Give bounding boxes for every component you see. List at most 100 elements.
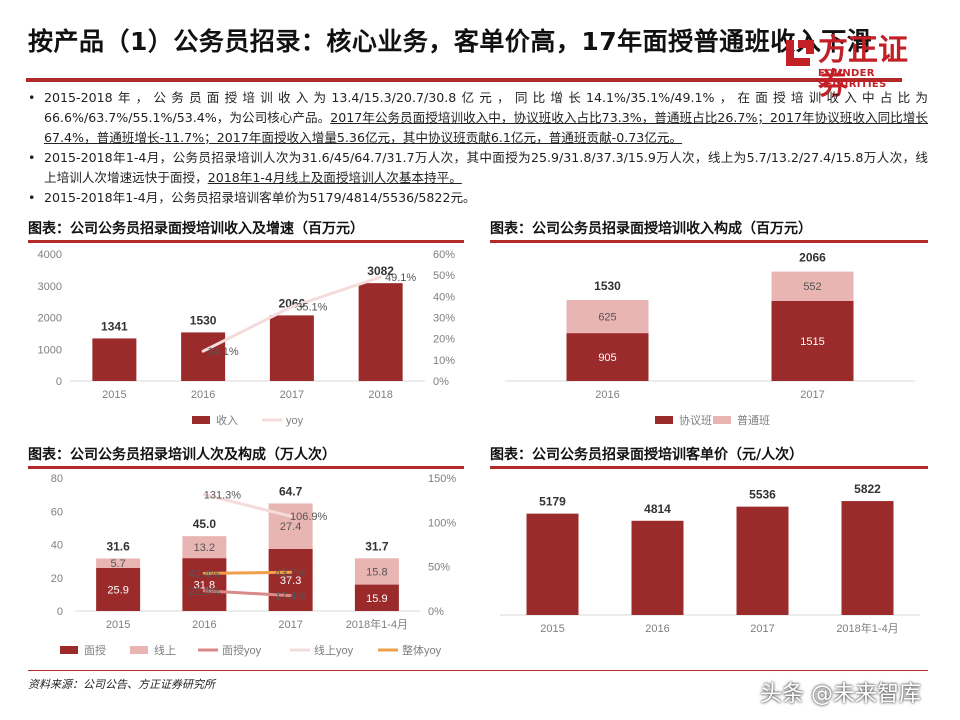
legend-offline-label: 面授 — [84, 643, 106, 657]
founder-logo-icon — [786, 40, 814, 66]
bar-value-label: 5179 — [539, 495, 566, 509]
segment-value-label: 5.7 — [110, 558, 125, 570]
bar-segment-online — [96, 558, 141, 568]
bar-revenue — [269, 315, 314, 381]
y-axis-tick: 60 — [51, 506, 63, 518]
bar-revenue — [358, 283, 403, 381]
bullet-text: 2015-2018年1-4月，公务员招录培训客单价为5179/4814/5536… — [44, 190, 476, 205]
segment-value-label: 37.3 — [280, 575, 301, 587]
y-axis-tick: 20 — [51, 573, 63, 585]
y-axis-tick: 0 — [57, 606, 63, 618]
bar-total-label: 1530 — [594, 279, 621, 293]
bar-segment-regular — [566, 300, 649, 334]
bar-total-label: 2066 — [799, 251, 826, 265]
line-yoy — [201, 275, 383, 353]
line-面授yoy — [202, 589, 293, 598]
bullet-item-trainees: 2015-2018年1-4月，公务员招录培训人次为31.6/45/64.7/31… — [28, 148, 928, 188]
legend-regular-label: 普通班 — [737, 413, 770, 427]
bar-revenue — [181, 332, 226, 381]
bar-segment-offline — [182, 558, 227, 611]
segment-value-label: 27.4 — [280, 521, 301, 533]
x-axis-tick: 2018 — [368, 389, 392, 401]
founder-logo: 方正证券 FOUNDER SECURITIES — [784, 30, 934, 102]
y2-axis-tick: 30% — [433, 313, 455, 325]
y2-axis-tick: 150% — [428, 473, 456, 485]
y2-axis-tick: 50% — [433, 270, 455, 282]
bar-segment-regular — [771, 271, 854, 301]
bar-segment-offline — [268, 548, 313, 611]
summary-bullets: 2015-2018年，公务员面授培训收入为13.4/15.3/20.7/30.8… — [28, 88, 928, 208]
source-note: 资料来源：公司公告、方正证券研究所 — [28, 678, 215, 691]
y-axis-tick: 4000 — [38, 249, 62, 261]
y-axis-tick: 0 — [56, 376, 62, 388]
y-axis-tick: 40 — [51, 540, 63, 552]
segment-value-label: 1515 — [800, 336, 824, 348]
y-axis-tick: 80 — [51, 473, 63, 485]
legend-online-label: 线上 — [154, 643, 176, 657]
panel-divider — [28, 240, 464, 243]
title-divider — [26, 78, 902, 82]
segment-value-label: 13.2 — [194, 542, 215, 554]
panel-divider — [490, 466, 928, 469]
y2-axis-tick: 10% — [433, 355, 455, 367]
line-value-label: 22.8% — [189, 586, 220, 598]
legend-yoy-label: yoy — [286, 415, 304, 427]
bar-total-label: 45.0 — [193, 517, 217, 531]
bar-value-label: 5822 — [854, 482, 881, 496]
bullet-item-revenue: 2015-2018年，公务员面授培训收入为13.4/15.3/20.7/30.8… — [28, 88, 928, 148]
bullet-underlined-text: 2018年1-4月线上及面授培训人次基本持平。 — [207, 170, 462, 185]
bar-value-label: 5536 — [749, 488, 776, 502]
segment-value-label: 15.9 — [366, 593, 387, 605]
y2-axis-tick: 60% — [433, 249, 455, 261]
bar-unit-price — [526, 513, 579, 615]
x-axis-tick: 2015 — [540, 623, 564, 635]
y2-axis-tick: 0% — [433, 376, 449, 388]
legend-offline-yoy-label: 面授yoy — [222, 643, 262, 657]
segment-value-label: 625 — [598, 312, 616, 324]
bullet-text: 2015-2018年，公务员面授培训收入为13.4/15.3/20.7/30.8… — [44, 90, 928, 125]
x-axis-tick: 2015 — [102, 389, 126, 401]
x-axis-tick: 2018年1-4月 — [836, 621, 898, 635]
logo-text-cn: 方正证券 — [818, 33, 908, 102]
y2-axis-tick: 50% — [428, 562, 450, 574]
line-value-label: 49.1% — [385, 272, 416, 284]
page-title: 按产品（1）公务员招录：核心业务，客单价高，17年面授普通班收入下滑 — [28, 27, 873, 56]
legend-revenue-swatch — [192, 416, 210, 424]
bar-segment-online — [182, 536, 227, 559]
line-线上yoy — [202, 493, 293, 518]
x-axis-tick: 2016 — [191, 389, 215, 401]
bar-value-label: 1341 — [101, 319, 128, 333]
x-axis-tick: 2016 — [595, 389, 619, 401]
bullet-underlined-text: 2017年公务员面授培训收入中，协议班收入占比73.3%，普通班占比26.7%；… — [44, 110, 928, 145]
legend-online-yoy-label: 线上yoy — [314, 643, 354, 657]
y2-axis-tick: 0% — [428, 606, 444, 618]
bar-segment-offline — [354, 584, 399, 611]
bar-segment-online — [354, 558, 399, 585]
bar-unit-price — [631, 520, 684, 615]
bar-unit-price — [841, 501, 894, 615]
bar-total-label: 64.7 — [279, 484, 303, 498]
y2-axis-tick: 20% — [433, 334, 455, 346]
bar-revenue — [92, 338, 137, 381]
segment-value-label: 905 — [598, 352, 616, 364]
line-value-label: 131.3% — [204, 490, 242, 502]
panel-title-revenue-growth: 图表：公司公务员招录面授培训收入及增速（百万元） — [28, 221, 364, 237]
line-整体yoy — [202, 570, 293, 575]
x-axis-tick: 2018年1-4月 — [346, 617, 408, 631]
source-divider — [28, 670, 928, 671]
segment-value-label: 552 — [803, 281, 821, 293]
x-axis-tick: 2015 — [106, 619, 130, 631]
y-axis-tick: 3000 — [38, 281, 62, 293]
y-axis-tick: 1000 — [38, 344, 62, 356]
bar-value-label: 2066 — [279, 296, 306, 310]
legend-offline-swatch — [60, 646, 78, 654]
segment-value-label: 25.9 — [107, 584, 128, 596]
bar-value-label: 4814 — [644, 502, 671, 516]
logo-text-en: FOUNDER SECURITIES — [818, 68, 887, 90]
line-value-label: 17.4% — [275, 591, 306, 603]
bar-value-label: 3082 — [367, 264, 394, 278]
bar-value-label: 1530 — [190, 313, 217, 327]
bar-segment-agreement — [771, 300, 854, 381]
line-value-label: 35.1% — [296, 302, 327, 314]
segment-value-label: 15.8 — [366, 566, 387, 578]
